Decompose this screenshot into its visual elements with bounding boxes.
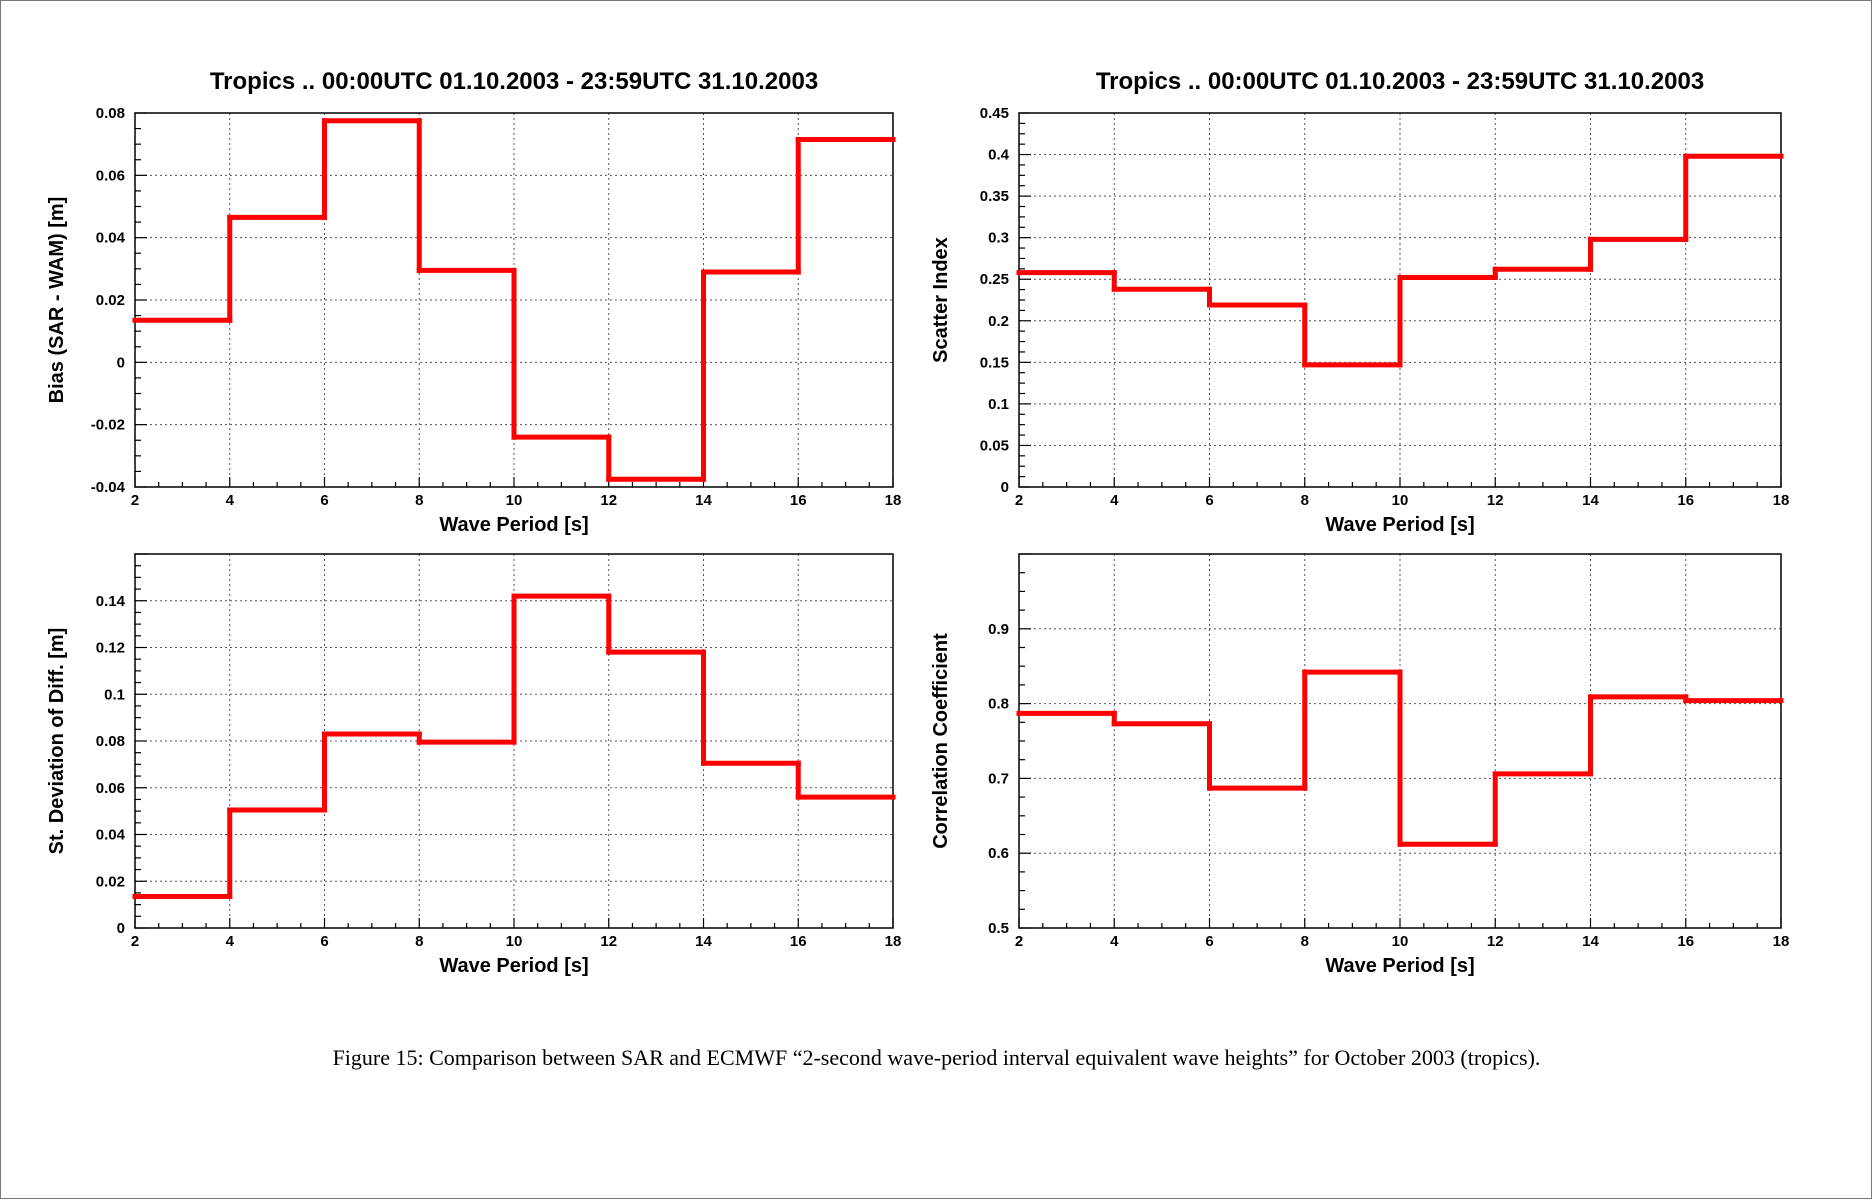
x-tick-label: 2 bbox=[131, 492, 139, 509]
chart-panel-2: 2 4 6 8 10 12 14 16 18 0 0.05 0.1 0.15 0.2 0.25 0.3 0.35… bbox=[930, 68, 1789, 536]
y-tick-label: 0.04 bbox=[96, 827, 126, 844]
x-tick-label: 4 bbox=[226, 492, 235, 509]
chart-title: Tropics .. 00:00UTC 01.10.2003 - 23:59UT… bbox=[1096, 68, 1704, 95]
x-tick-label: 8 bbox=[415, 933, 423, 950]
y-tick-label: 0.05 bbox=[980, 437, 1009, 454]
y-tick-label: 0.9 bbox=[988, 621, 1009, 638]
y-tick-label: 0 bbox=[117, 920, 125, 937]
chart-panel-3: 2 4 6 8 10 12 14 16 18 0 0.02 0.04 0.06 0.08 0.1 0.12 0.… bbox=[46, 553, 902, 977]
x-tick-label: 18 bbox=[1773, 933, 1790, 950]
x-axis-label: Wave Period [s] bbox=[1325, 514, 1474, 536]
x-tick-label: 12 bbox=[1487, 933, 1504, 950]
x-tick-label: 6 bbox=[1205, 933, 1213, 950]
x-tick-label: 4 bbox=[1110, 492, 1119, 509]
y-tick-label: 0.12 bbox=[96, 640, 125, 657]
y-tick-label: -0.02 bbox=[91, 417, 125, 434]
x-tick-label: 4 bbox=[1110, 933, 1119, 950]
y-tick-label: 0.1 bbox=[104, 686, 125, 703]
charts-canvas: 2 4 6 8 10 12 14 16 18 -0.04 -0.02 0 0.02 0.04 0.06 0.0… bbox=[46, 68, 1790, 977]
x-tick-label: 10 bbox=[1392, 933, 1409, 950]
y-tick-label: 0.15 bbox=[980, 354, 1009, 371]
x-tick-label: 2 bbox=[1015, 933, 1023, 950]
y-tick-label: 0.14 bbox=[96, 593, 126, 610]
x-tick-label: 14 bbox=[695, 933, 712, 950]
y-tick-label: 0 bbox=[1001, 479, 1009, 496]
x-tick-label: 6 bbox=[320, 492, 328, 509]
y-tick-label: 0.3 bbox=[988, 230, 1009, 247]
x-tick-label: 18 bbox=[1773, 492, 1790, 509]
y-tick-label: 0.04 bbox=[96, 230, 126, 247]
y-tick-label: 0.02 bbox=[96, 873, 125, 890]
x-tick-label: 16 bbox=[1677, 933, 1694, 950]
y-tick-label: 0 bbox=[117, 354, 125, 371]
x-tick-label: 2 bbox=[131, 933, 139, 950]
x-tick-label: 10 bbox=[506, 492, 523, 509]
y-axis-label: Scatter Index bbox=[930, 237, 952, 363]
y-tick-label: 0.02 bbox=[96, 292, 125, 309]
x-tick-label: 8 bbox=[1301, 933, 1309, 950]
x-axis-label: Wave Period [s] bbox=[439, 514, 588, 536]
x-tick-label: 12 bbox=[600, 492, 617, 509]
y-axis-label: Bias (SAR - WAM) [m] bbox=[46, 197, 68, 404]
y-tick-label: 0.06 bbox=[96, 780, 125, 797]
x-tick-label: 14 bbox=[1582, 933, 1599, 950]
x-tick-label: 8 bbox=[415, 492, 423, 509]
x-tick-label: 12 bbox=[600, 933, 617, 950]
x-tick-label: 8 bbox=[1301, 492, 1309, 509]
y-tick-label: 0.08 bbox=[96, 733, 125, 750]
x-tick-label: 16 bbox=[790, 492, 807, 509]
y-tick-label: 0.2 bbox=[988, 313, 1009, 330]
y-tick-label: 0.6 bbox=[988, 845, 1009, 862]
figure-caption: Figure 15: Comparison between SAR and EC… bbox=[332, 1045, 1541, 1070]
x-tick-label: 6 bbox=[1205, 492, 1213, 509]
x-axis-label: Wave Period [s] bbox=[1325, 955, 1474, 977]
x-tick-label: 18 bbox=[885, 492, 902, 509]
x-tick-label: 2 bbox=[1015, 492, 1023, 509]
x-tick-label: 10 bbox=[1392, 492, 1409, 509]
x-tick-label: 4 bbox=[226, 933, 235, 950]
x-tick-label: 6 bbox=[320, 933, 328, 950]
y-tick-label: 0.25 bbox=[980, 271, 1009, 288]
y-tick-label: 0.7 bbox=[988, 770, 1009, 787]
y-axis-label: St. Deviation of Diff. [m] bbox=[46, 628, 68, 855]
x-tick-label: 14 bbox=[1582, 492, 1599, 509]
y-tick-label: 0.06 bbox=[96, 167, 125, 184]
chart-panel-1: 2 4 6 8 10 12 14 16 18 -0.04 -0.02 0 0.02 0.04 0.06 0.0… bbox=[46, 68, 901, 536]
y-tick-label: 0.8 bbox=[988, 696, 1009, 713]
y-tick-label: 0.08 bbox=[96, 105, 125, 122]
y-tick-label: 0.4 bbox=[988, 147, 1010, 164]
y-tick-label: -0.04 bbox=[91, 479, 126, 496]
y-tick-label: 0.35 bbox=[980, 188, 1009, 205]
chart-title: Tropics .. 00:00UTC 01.10.2003 - 23:59UT… bbox=[210, 68, 818, 95]
chart-panel-4: 2 4 6 8 10 12 14 16 18 0.5 0.6 0.7 0.8 0.9 Wave Period… bbox=[930, 553, 1790, 977]
y-axis-label: Correlation Coefficient bbox=[930, 633, 952, 849]
x-tick-label: 18 bbox=[885, 933, 902, 950]
y-tick-label: 0.5 bbox=[988, 920, 1009, 937]
y-tick-label: 0.1 bbox=[988, 396, 1009, 413]
x-tick-label: 12 bbox=[1487, 492, 1504, 509]
y-tick-label: 0.45 bbox=[980, 105, 1009, 122]
x-tick-label: 14 bbox=[695, 492, 712, 509]
x-tick-label: 16 bbox=[1677, 492, 1694, 509]
x-tick-label: 16 bbox=[790, 933, 807, 950]
x-tick-label: 10 bbox=[506, 933, 523, 950]
x-axis-label: Wave Period [s] bbox=[439, 955, 588, 977]
